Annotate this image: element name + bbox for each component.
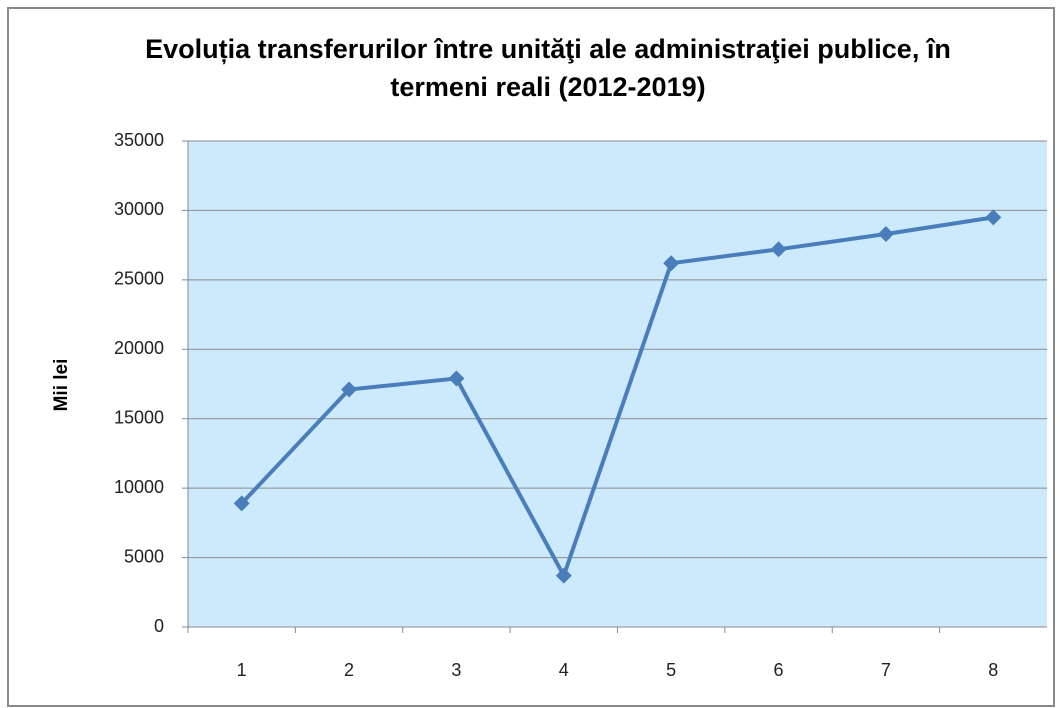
y-tick-label: 10000: [114, 477, 164, 497]
x-tick-label: 1: [237, 660, 247, 680]
x-tick-label: 2: [344, 660, 354, 680]
y-tick-label: 0: [154, 616, 164, 636]
x-tick-label: 3: [451, 660, 461, 680]
plot-area: [188, 141, 1047, 627]
x-tick-label: 8: [988, 660, 998, 680]
point-marker: [341, 381, 358, 398]
point-marker: [233, 495, 250, 512]
point-marker: [877, 226, 894, 243]
y-tick-label: 25000: [114, 269, 164, 289]
point-marker: [663, 255, 680, 272]
point-marker: [770, 241, 787, 258]
y-tick-label: 20000: [114, 338, 164, 358]
y-tick-label: 5000: [124, 546, 164, 566]
point-marker: [985, 209, 1002, 226]
point-marker: [555, 567, 572, 584]
line-series: [240, 215, 994, 578]
y-tick-label: 15000: [114, 407, 164, 427]
y-tick-label: 35000: [114, 130, 164, 150]
x-tick-label: 7: [881, 660, 891, 680]
x-tick-label: 5: [666, 660, 676, 680]
point-marker: [448, 370, 465, 387]
x-tick-label: 6: [774, 660, 784, 680]
y-tick-label: 30000: [114, 199, 164, 219]
x-tick-label: 4: [559, 660, 569, 680]
chart-title: Evoluția transferurilor între unităţi al…: [145, 34, 951, 102]
y-axis-label: Mii lei: [51, 359, 72, 412]
